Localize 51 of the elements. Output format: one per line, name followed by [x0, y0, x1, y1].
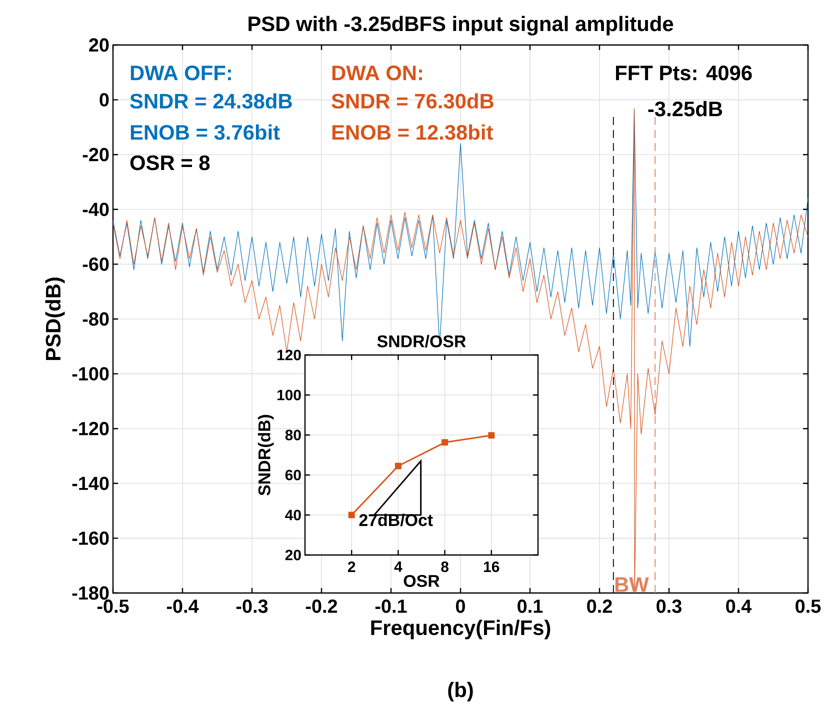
y-tick-label: 20 — [89, 38, 109, 52]
x-tick-label: 0.1 — [518, 600, 543, 613]
x-axis-title: OSR — [404, 574, 440, 587]
x-tick-label: 4 — [394, 562, 402, 572]
x-tick-label: -0.4 — [166, 600, 199, 613]
annotation: ENOB = 3.76bit — [130, 124, 280, 140]
x-tick-label: 16 — [484, 562, 500, 572]
text: DWA OFF: — [130, 66, 231, 80]
x-tick-label: 0.2 — [587, 600, 612, 613]
y-tick-label: 80 — [285, 430, 301, 440]
y-axis-title: PSD(dB) — [45, 278, 65, 360]
chart-title: PSD with -3.25dBFS input signal amplitude — [248, 16, 674, 36]
x-tick-label: 8 — [441, 562, 448, 572]
x-tick-label: -0.1 — [375, 600, 407, 613]
annotation: -3.25dB — [648, 101, 722, 116]
y-tick-label: -60 — [82, 257, 109, 271]
x-axis-title: Frequency(Fin/Fs) — [371, 620, 550, 640]
y-tick-label: -180 — [72, 586, 109, 600]
annotation: ENOB = 12.38bit — [332, 124, 493, 140]
point — [348, 512, 355, 518]
y-tick-label: 60 — [285, 470, 301, 480]
y-tick-label: 40 — [285, 510, 301, 520]
y-tick-label: 0 — [100, 93, 109, 106]
annotation: SNDR = 24.38dB — [130, 93, 292, 109]
y-tick-label: -100 — [72, 367, 109, 380]
y-axis-title: SNDR(dB) — [258, 414, 274, 496]
y-tick-label: 20 — [285, 550, 301, 560]
x-tick-label: -0.2 — [306, 600, 338, 613]
x-tick-label: 0 — [456, 600, 465, 613]
y-tick-label: 120 — [277, 350, 301, 360]
annotation: FFT Pts: 4096 — [616, 66, 752, 80]
y-tick-label: -20 — [82, 148, 109, 162]
y-tick-label: -40 — [82, 202, 109, 216]
x-tick-label: -0.5 — [97, 600, 129, 613]
text: DWA ON: — [332, 66, 422, 80]
y-tick-label: -140 — [72, 476, 109, 490]
x-tick-label: 2 — [348, 562, 356, 572]
y-tick-label: -160 — [72, 531, 109, 545]
y-tick-label: -80 — [82, 312, 109, 326]
point — [442, 439, 448, 446]
point — [394, 462, 402, 470]
point — [488, 432, 495, 439]
annotation: OSR = 8 — [130, 155, 210, 170]
y-tick-label: 100 — [277, 390, 301, 400]
text: (b) — [448, 682, 473, 702]
x-tick-label: 0.5 — [796, 600, 821, 613]
annotation: SNDR = 76.30dB — [332, 93, 494, 109]
y-tick-label: -120 — [72, 422, 109, 436]
x-tick-label: 0.4 — [726, 600, 752, 613]
x-tick-label: 0.3 — [656, 600, 682, 613]
x-tick-label: -0.3 — [236, 600, 268, 613]
